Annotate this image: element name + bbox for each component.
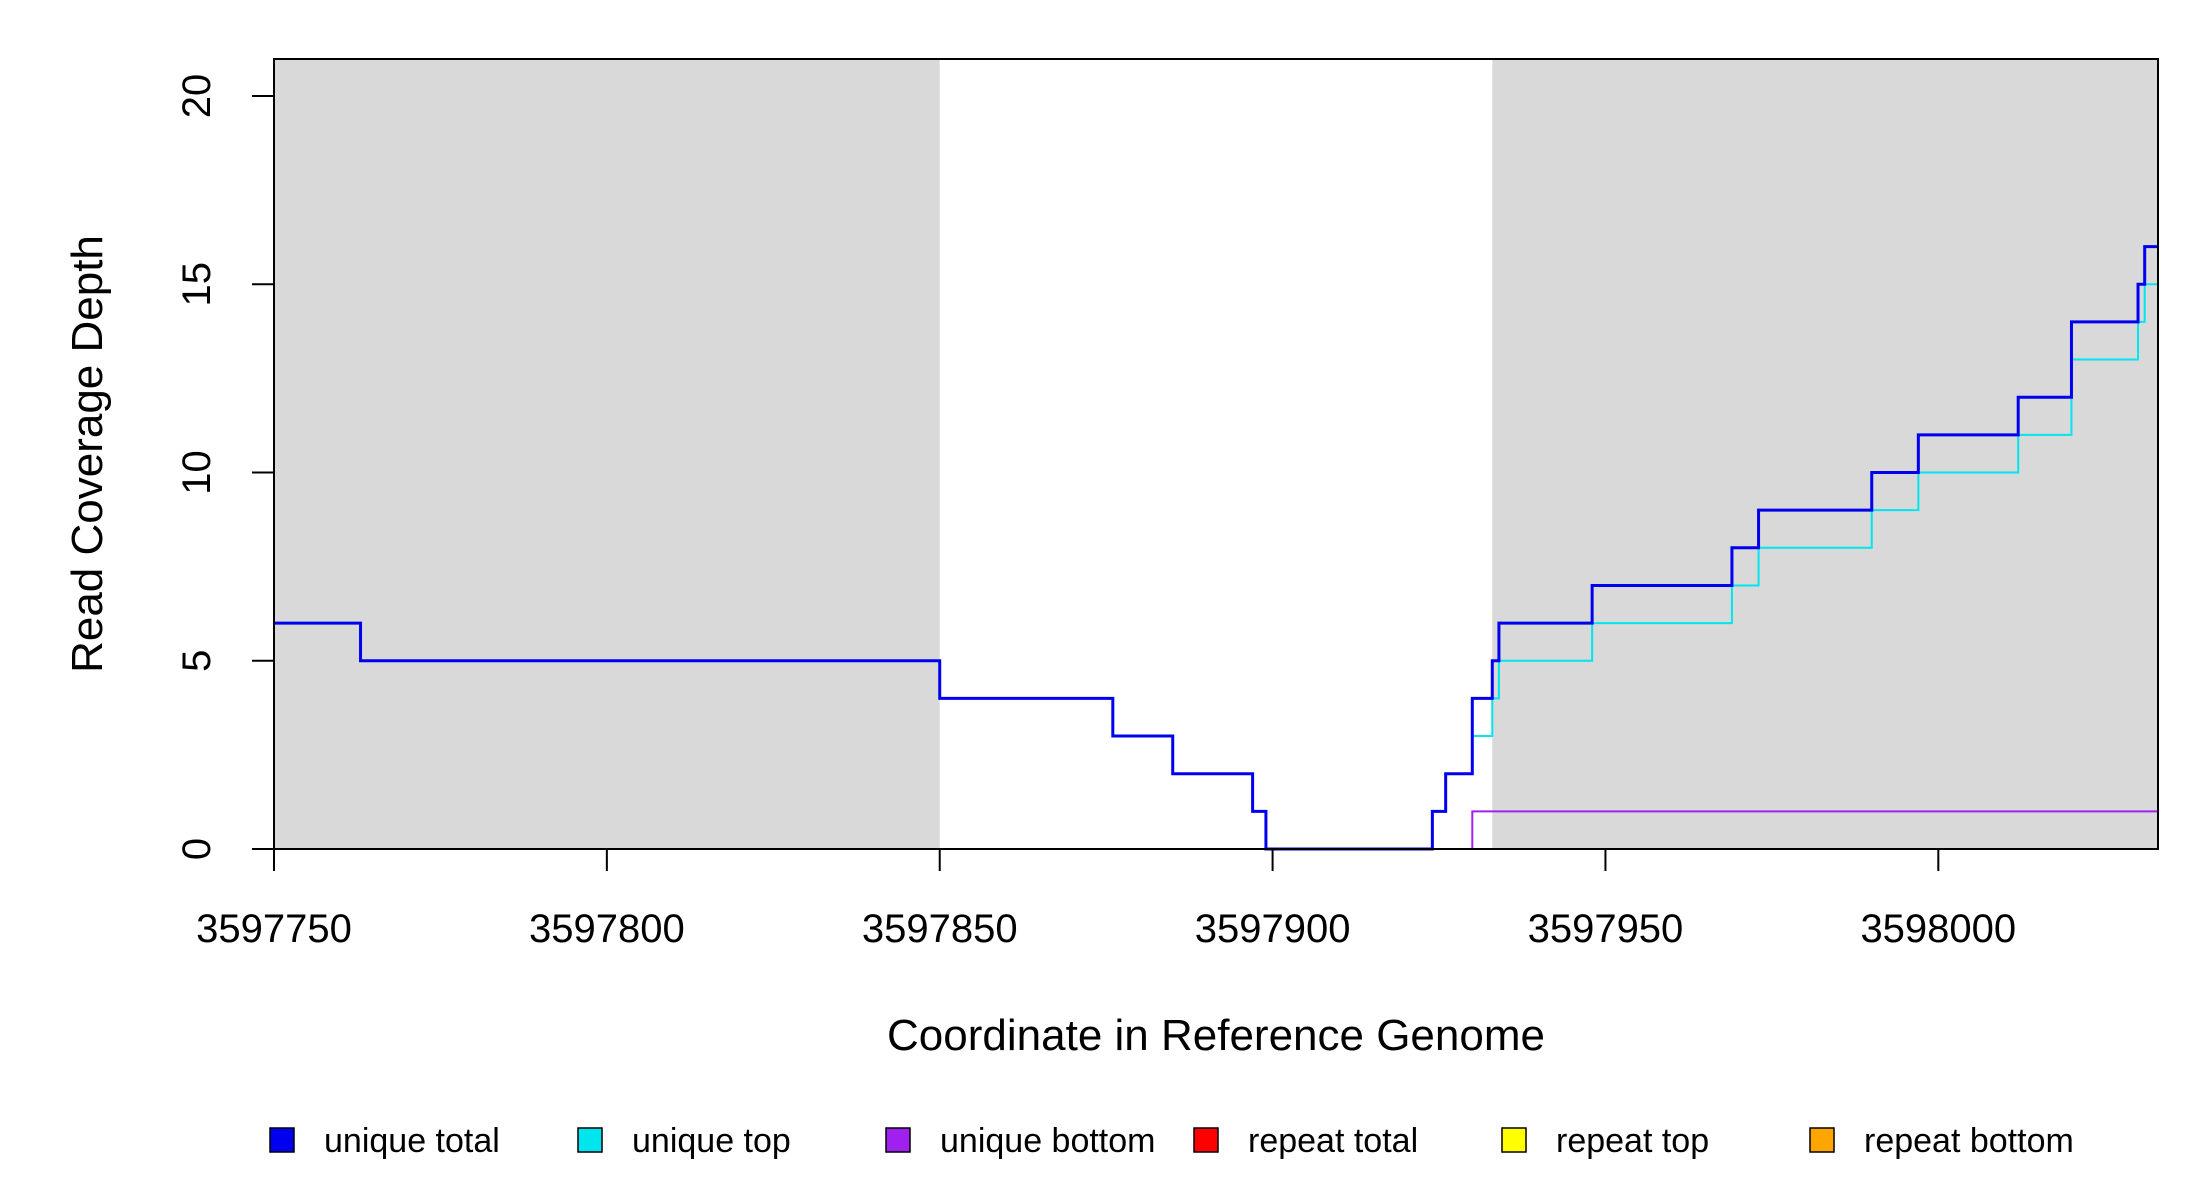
- shaded-region-1: [274, 59, 940, 849]
- legend-item-unique-top: unique top: [577, 1122, 791, 1160]
- x-tick-label: 3598000: [1860, 907, 2016, 951]
- legend-swatch: [1193, 1127, 1219, 1153]
- legend-swatch: [1809, 1127, 1835, 1153]
- shaded-region-2: [1492, 59, 2158, 849]
- y-axis: 0 5 10 15 20: [175, 74, 275, 860]
- x-tick-label: 3597750: [196, 907, 352, 951]
- x-tick-label: 3597800: [529, 907, 685, 951]
- y-tick-label: 20: [175, 74, 219, 119]
- x-tick-label: 3597900: [1195, 907, 1351, 951]
- x-tick-label: 3597850: [862, 907, 1018, 951]
- y-axis-title: Read Coverage Depth: [63, 235, 112, 673]
- shaded-regions: [274, 59, 2158, 849]
- legend-label: unique bottom: [940, 1122, 1156, 1160]
- y-tick-label: 15: [175, 262, 219, 307]
- legend-label: unique top: [632, 1122, 791, 1160]
- legend-item-unique-bottom: unique bottom: [885, 1122, 1156, 1160]
- legend-item-repeat-bottom: repeat bottom: [1809, 1122, 2074, 1160]
- legend-swatch: [1501, 1127, 1527, 1153]
- legend-swatch: [577, 1127, 603, 1153]
- legend-swatch: [269, 1127, 295, 1153]
- x-axis-title: Coordinate in Reference Genome: [887, 1011, 1545, 1060]
- y-tick-label: 5: [175, 650, 219, 672]
- legend-item-unique-total: unique total: [269, 1122, 500, 1160]
- legend-swatch: [885, 1127, 911, 1153]
- x-tick-label: 3597950: [1528, 907, 1684, 951]
- legend-label: repeat bottom: [1864, 1122, 2074, 1160]
- legend-label: repeat top: [1556, 1122, 1709, 1160]
- y-tick-label: 10: [175, 450, 219, 495]
- legend-item-repeat-top: repeat top: [1501, 1122, 1709, 1160]
- legend-label: unique total: [324, 1122, 500, 1160]
- y-tick-label: 0: [175, 838, 219, 860]
- legend: unique total unique top unique bottom repea…: [269, 1122, 2074, 1160]
- legend-label: repeat total: [1248, 1122, 1418, 1160]
- x-axis: 3597750 3597800 3597850 3597900 3597950 35980…: [196, 848, 2016, 951]
- legend-item-repeat-total: repeat total: [1193, 1122, 1418, 1160]
- series-line-unique-total: [274, 245, 2158, 851]
